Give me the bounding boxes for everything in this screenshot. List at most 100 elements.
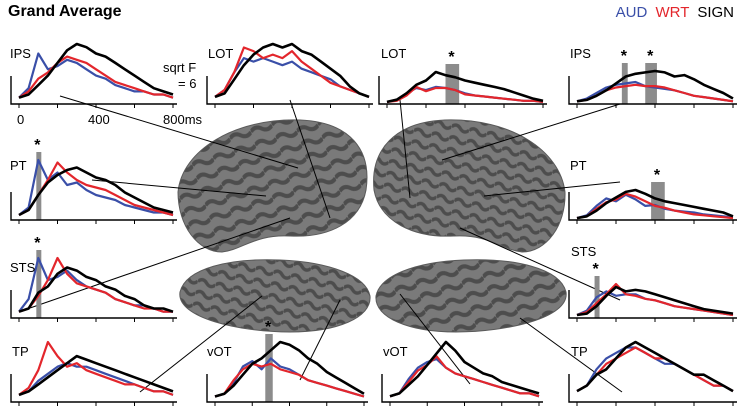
connector-line: [483, 181, 621, 197]
region-label: TP: [12, 344, 29, 359]
panel-right-STS: * STS: [568, 244, 737, 322]
axis: [10, 192, 177, 221]
significance-star: *: [647, 48, 654, 65]
panel-right-LOT: * LOT: [378, 46, 547, 108]
brain-left-ventral: [179, 259, 371, 333]
significance-star: *: [34, 235, 41, 252]
axis: [568, 76, 737, 105]
series-sign: [18, 166, 174, 217]
scale-annotations: sqrt F = 6 0 400 800ms: [17, 60, 203, 127]
panel-left-TP: TP: [10, 340, 177, 406]
axis: [378, 76, 547, 105]
series-wrt: [18, 340, 174, 396]
region-label: STS: [571, 244, 597, 259]
axis: [10, 374, 177, 403]
time-tick-800: 800ms: [163, 112, 203, 127]
region-label: vOT: [207, 344, 232, 359]
region-label: IPS: [570, 46, 591, 61]
region-label: TP: [571, 344, 588, 359]
significance-star: *: [593, 261, 600, 278]
series-sign: [18, 266, 174, 313]
axis: [568, 374, 737, 403]
axis: [10, 76, 177, 105]
panel-left-LOT: LOT: [206, 42, 373, 108]
series-wrt: [18, 55, 174, 99]
series-sign: [576, 340, 734, 393]
significance-star: *: [621, 48, 628, 65]
connector-line: [399, 293, 471, 385]
significance-star: *: [654, 167, 661, 184]
axis: [568, 192, 737, 221]
series-sign: [18, 354, 174, 397]
legend-sign: SIGN: [697, 4, 734, 21]
connector-line: [299, 299, 341, 381]
significance-bar: [651, 182, 665, 220]
region-label: vOT: [383, 344, 408, 359]
scale-label-line2: = 6: [178, 76, 196, 91]
region-label: LOT: [381, 46, 406, 61]
brain-right-lateral: [373, 119, 566, 253]
series-wrt: [214, 46, 370, 98]
region-label: STS: [10, 260, 36, 275]
panel-left-STS: * STS: [10, 235, 177, 322]
series-sign: [214, 42, 370, 99]
series-sign: [214, 340, 365, 398]
connector-line: [459, 227, 621, 301]
connector-line: [399, 99, 411, 199]
series-sign: [576, 188, 734, 220]
connector-line: [441, 103, 621, 161]
axis: [206, 76, 373, 105]
series-aud: [18, 158, 174, 217]
series-wrt: [214, 362, 365, 398]
connector-line: [29, 217, 291, 309]
legend-aud: AUD: [615, 4, 648, 21]
figure-title: Grand Average: [8, 3, 122, 20]
region-label: LOT: [208, 46, 233, 61]
brain-surfaces: [177, 119, 567, 333]
connector-line: [139, 295, 263, 393]
significance-star: *: [34, 137, 41, 154]
connector-line: [59, 95, 299, 169]
significance-bar: [645, 63, 657, 104]
panel-right-vOT: vOT: [381, 340, 543, 406]
connector-line: [91, 179, 267, 197]
panel-right-IPS: * * IPS: [568, 46, 737, 108]
panel-left-PT: * PT: [10, 137, 177, 224]
series-wrt: [386, 85, 544, 103]
series-sign: [576, 69, 734, 103]
waveform-panels: IPS LOT * PT * STS TP * vOT * LOT * * IPS * PT * STS vOT TP: [10, 42, 737, 406]
region-label: IPS: [10, 46, 31, 61]
significance-bar: [36, 152, 42, 220]
significance-bar: [36, 250, 42, 318]
time-tick-0: 0: [17, 112, 24, 127]
axis: [10, 290, 177, 319]
series-sign: [389, 340, 540, 398]
brain-right-ventral: [375, 259, 567, 333]
series-sign: [576, 285, 734, 317]
time-tick-400: 400: [88, 112, 110, 127]
panel-left-IPS: IPS: [10, 42, 177, 108]
axis: [568, 290, 737, 319]
connector-line: [289, 99, 331, 219]
region-label: PT: [570, 158, 587, 173]
axis: [206, 374, 368, 403]
series-sign: [386, 70, 544, 104]
legend: AUD WRT SIGN: [612, 4, 734, 21]
brain-left-lateral: [177, 119, 368, 253]
series-wrt: [389, 355, 540, 398]
series-wrt: [18, 256, 173, 313]
connector-lines: [29, 95, 623, 393]
panel-left-vOT: * vOT: [206, 319, 368, 406]
series-wrt: [576, 346, 734, 393]
series-wrt: [576, 282, 734, 317]
connector-line: [519, 317, 623, 393]
axis: [381, 374, 543, 403]
significance-star: *: [265, 319, 272, 336]
significance-bar: [445, 64, 460, 104]
series-sign: [18, 42, 174, 99]
region-label: PT: [10, 158, 27, 173]
significance-bar: [265, 334, 273, 402]
panel-right-TP: TP: [568, 340, 737, 406]
